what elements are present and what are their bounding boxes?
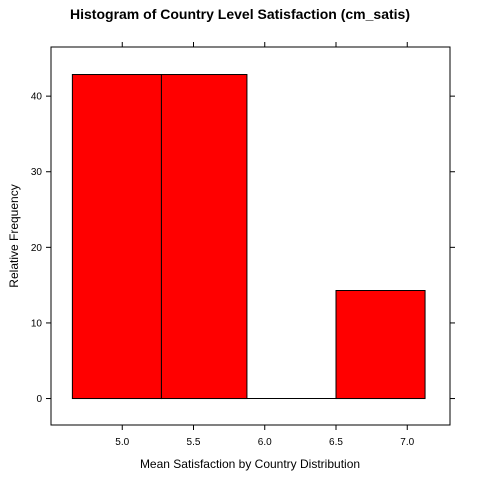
x-tick-label: 7.0 <box>400 437 414 448</box>
y-tick-label: 20 <box>31 243 43 254</box>
y-tick-label: 0 <box>36 394 42 405</box>
y-tick-label: 40 <box>31 92 43 103</box>
x-axis: 5.0 5.5 6.0 6.5 7.0 <box>115 42 415 448</box>
histogram-bar-2 <box>160 74 248 400</box>
x-tick-label: 5.5 <box>187 437 201 448</box>
x-tick-label: 6.5 <box>329 437 343 448</box>
histogram-bar-1 <box>71 74 162 400</box>
y-tick-label: 30 <box>31 167 43 178</box>
chart-title: Histogram of Country Level Satisfaction … <box>70 6 410 22</box>
y-axis-label: Relative Frequency <box>7 184 21 287</box>
bars-group <box>71 74 426 400</box>
y-tick-label: 10 <box>31 318 43 329</box>
y-axis: 0 10 20 30 40 <box>31 92 455 405</box>
x-axis-label: Mean Satisfaction by Country Distributio… <box>140 457 360 471</box>
histogram-bar-4 <box>335 290 426 400</box>
x-tick-label: 6.0 <box>258 437 272 448</box>
plot-frame <box>50 46 451 426</box>
x-tick-label: 5.0 <box>115 437 129 448</box>
